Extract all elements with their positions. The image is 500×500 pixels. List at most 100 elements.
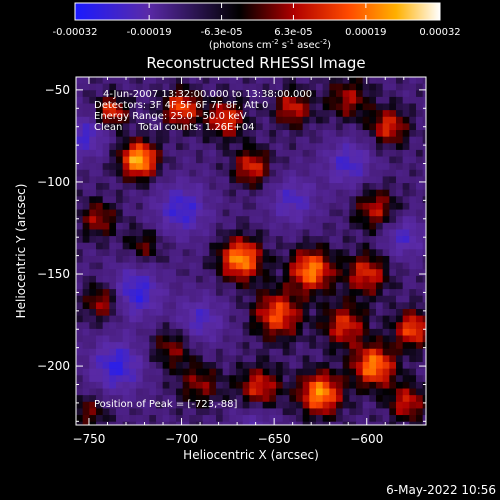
heatmap-cell [396, 295, 404, 303]
heatmap-cell [342, 415, 350, 423]
heatmap-cell [122, 196, 130, 204]
heatmap-cell [296, 90, 304, 98]
heatmap-cell [356, 348, 364, 356]
heatmap-cell [102, 196, 110, 204]
heatmap-cell [416, 388, 424, 396]
heatmap-cell [302, 269, 310, 277]
heatmap-cell [349, 401, 357, 410]
heatmap-cell [396, 302, 404, 310]
heatmap-cell [389, 103, 397, 111]
heatmap-cell [309, 421, 317, 425]
heatmap-cell [209, 335, 217, 343]
heatmap-cell [296, 289, 304, 297]
heatmap-cell [236, 209, 244, 217]
heatmap-cell [369, 262, 377, 270]
heatmap-cell [296, 408, 304, 416]
heatmap-cell [109, 309, 117, 317]
heatmap-cell [229, 421, 237, 425]
heatmap-cell [196, 209, 204, 217]
heatmap-cell [369, 143, 377, 151]
heatmap-cell [116, 362, 124, 370]
heatmap-cell [316, 83, 324, 91]
heatmap-cell [229, 381, 237, 390]
heatmap-cell [129, 401, 137, 410]
heatmap-cell [296, 335, 304, 343]
heatmap-cell [336, 169, 344, 178]
heatmap-cell [176, 249, 184, 257]
heatmap-cell [129, 222, 137, 231]
heatmap-cell [389, 375, 397, 383]
heatmap-cell [376, 335, 384, 343]
heatmap-cell [136, 202, 144, 211]
chart-title: Reconstructed RHESSI Image [146, 54, 365, 72]
heatmap-cell [362, 328, 370, 337]
heatmap-cell [416, 249, 424, 257]
heatmap-cell [122, 315, 130, 323]
heatmap-cell [202, 295, 210, 303]
heatmap-cell [422, 421, 426, 425]
heatmap-cell [309, 96, 317, 105]
heatmap-cell [129, 196, 137, 204]
heatmap-cell [169, 169, 177, 178]
heatmap-cell [162, 83, 170, 91]
heatmap-cell [182, 275, 190, 284]
heatmap-cell [402, 249, 410, 257]
heatmap-cell [176, 415, 184, 423]
heatmap-cell [156, 169, 164, 178]
heatmap-cell [316, 401, 324, 410]
heatmap-cell [249, 222, 257, 231]
heatmap-cell [96, 381, 104, 390]
heatmap-cell [269, 289, 277, 297]
heatmap-cell [429, 408, 436, 415]
heatmap-cell [96, 130, 104, 138]
heatmap-cell [382, 395, 390, 403]
heatmap-cell [229, 309, 237, 317]
heatmap-cell [89, 196, 97, 204]
heatmap-cell [142, 388, 150, 396]
heatmap-cell [356, 302, 364, 310]
heatmap-cell [429, 216, 436, 223]
heatmap-cell [362, 183, 370, 191]
heatmap-cell [216, 415, 224, 423]
heatmap-cell [329, 335, 337, 343]
heatmap-cell [89, 328, 97, 337]
heatmap-cell [302, 169, 310, 178]
heatmap-cell [369, 388, 377, 396]
heatmap-cell [396, 322, 404, 330]
heatmap-cell [336, 322, 344, 330]
heatmap-cell [76, 90, 84, 98]
heatmap-cell [76, 395, 84, 403]
heatmap-cell [209, 401, 217, 410]
heatmap-cell [89, 202, 97, 211]
heatmap-cell [156, 242, 164, 250]
heatmap-cell [169, 262, 177, 270]
heatmap-cell [229, 282, 237, 290]
heatmap-cell [162, 189, 170, 197]
heatmap-cell [82, 189, 90, 197]
heatmap-cell [242, 335, 250, 343]
heatmap-cell [322, 342, 330, 350]
heatmap-cell [409, 368, 417, 376]
heatmap-cell [229, 196, 237, 204]
heatmap-cell [129, 302, 137, 310]
heatmap-cell [256, 368, 264, 376]
heatmap-cell [176, 202, 184, 211]
heatmap-cell [109, 83, 117, 91]
heatmap-cell [129, 415, 137, 423]
heatmap-cell [82, 262, 90, 270]
heatmap-cell [169, 249, 177, 257]
heatmap-cell [289, 289, 297, 297]
heatmap-cell [109, 269, 117, 277]
heatmap-cell [262, 136, 270, 144]
heatmap-cell [102, 342, 110, 350]
heatmap-cell [349, 130, 357, 138]
heatmap-cell [229, 77, 237, 85]
heatmap-cell [389, 335, 397, 343]
heatmap-cell [142, 149, 150, 158]
heatmap-cell [256, 149, 264, 158]
heatmap-cell [382, 242, 390, 250]
heatmap-cell [149, 328, 157, 337]
heatmap-cell [302, 222, 310, 231]
heatmap-cell [229, 83, 237, 91]
heatmap-cell [82, 242, 90, 250]
